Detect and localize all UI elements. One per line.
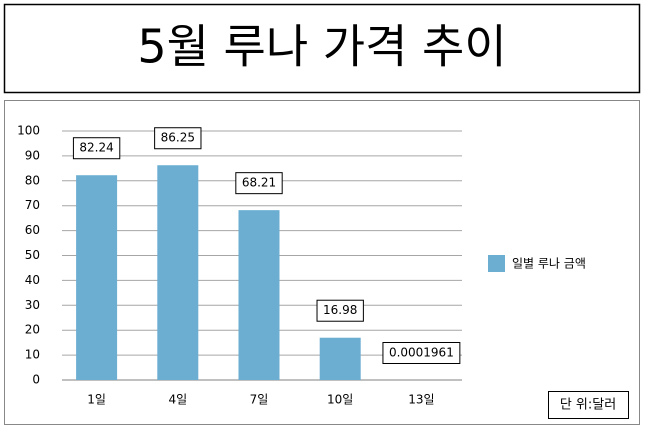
x-tick-label: 1일 — [87, 393, 106, 407]
x-tick-label: 13일 — [408, 393, 434, 407]
value-label: 0.0001961 — [389, 345, 454, 359]
value-label-box — [316, 299, 364, 322]
value-label: 16.98 — [323, 303, 357, 317]
value-label: 82.24 — [79, 141, 113, 155]
value-label: 86.25 — [161, 131, 195, 145]
y-tick-label: 100 — [17, 124, 40, 138]
y-tick-label: 60 — [25, 223, 40, 237]
value-label-box — [235, 172, 283, 195]
bar — [319, 337, 361, 380]
bar — [238, 210, 280, 380]
title-box — [3, 3, 641, 94]
y-tick-label: 20 — [25, 323, 40, 337]
value-label-box — [72, 137, 121, 160]
bar — [76, 175, 118, 380]
legend-swatch — [488, 255, 505, 272]
y-tick-label: 10 — [25, 348, 40, 362]
value-label: 68.21 — [242, 176, 276, 190]
x-tick-label: 10일 — [327, 393, 353, 407]
x-tick-label: 7일 — [250, 393, 269, 407]
y-tick-label: 80 — [25, 173, 40, 187]
y-tick-label: 40 — [25, 273, 40, 287]
y-tick-label: 50 — [25, 248, 40, 262]
value-label-box — [154, 127, 202, 150]
bar — [157, 165, 199, 380]
y-tick-label: 0 — [32, 373, 40, 387]
unit-note: 단 위:달러 — [560, 398, 616, 413]
value-label-box — [382, 341, 461, 364]
unit-box — [548, 391, 629, 419]
y-tick-label: 90 — [25, 148, 40, 162]
x-tick-label: 4일 — [168, 393, 187, 407]
chart-title: 5월 루나 가격 추이 — [137, 20, 506, 74]
legend-label: 일별 루나 금액 — [512, 257, 586, 271]
y-tick-label: 30 — [25, 298, 40, 312]
plot: 0 10 20 30 40 50 60 70 80 90 100 82.24 86.25 68.21 16.… — [17, 124, 586, 407]
y-tick-label: 70 — [25, 198, 40, 212]
